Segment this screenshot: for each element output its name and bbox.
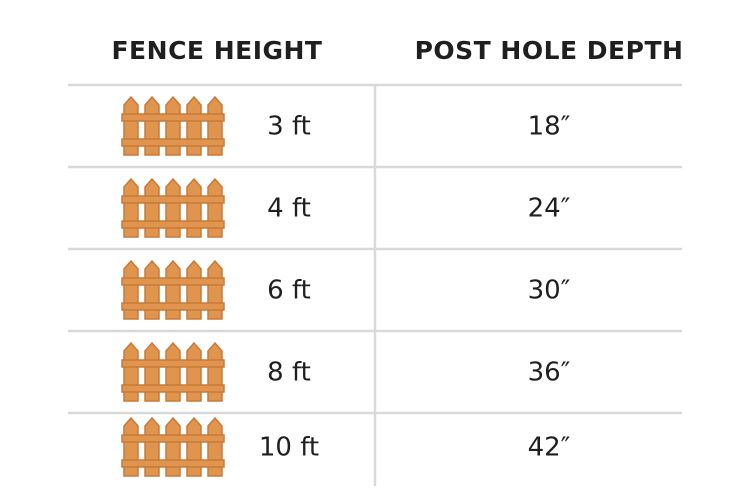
hole-depth: 24″ <box>528 194 571 224</box>
hole-depth: 42″ <box>528 433 571 463</box>
column-header: FENCE HEIGHT <box>111 36 322 65</box>
column-header: POST HOLE DEPTH <box>415 36 684 65</box>
fence-icon <box>121 260 225 320</box>
fence-height: 10 ft <box>259 433 319 463</box>
fence-height: 8 ft <box>267 358 311 388</box>
hole-depth: 18″ <box>528 112 571 142</box>
fence-icon <box>121 96 225 156</box>
fence-icon <box>121 178 225 238</box>
fence-height: 6 ft <box>267 276 311 306</box>
fence-height: 3 ft <box>267 112 311 142</box>
hole-depth: 36″ <box>528 358 571 388</box>
fence-icon <box>121 342 225 402</box>
fence-icon <box>121 417 225 477</box>
hole-depth: 30″ <box>528 276 571 306</box>
fence-height: 4 ft <box>267 194 311 224</box>
table-body: 3 ft 18″ 4 ft 24″ 6 ft 30″ 8 ft 36″ 10 ft 42″ <box>68 96 682 477</box>
